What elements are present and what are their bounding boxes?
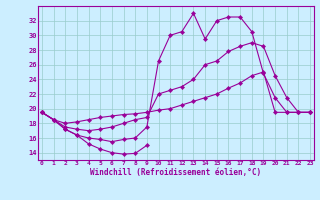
X-axis label: Windchill (Refroidissement éolien,°C): Windchill (Refroidissement éolien,°C) bbox=[91, 168, 261, 177]
